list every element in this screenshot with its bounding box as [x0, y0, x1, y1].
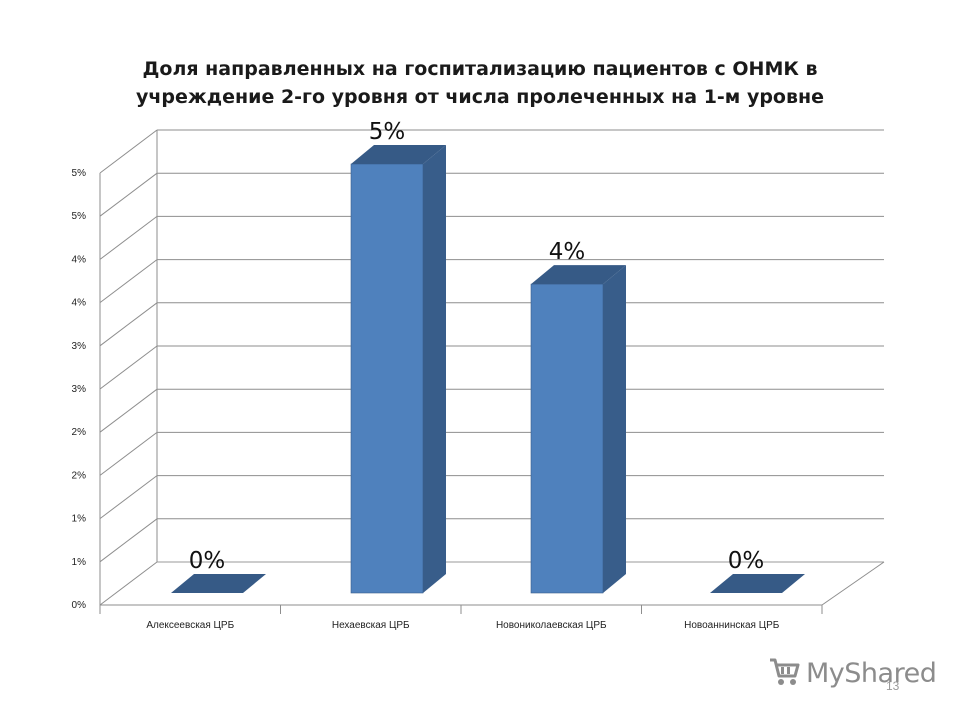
gridline-wall: [99, 475, 158, 519]
x-tick-label: Новоаннинская ЦРБ: [684, 620, 780, 631]
chart-title-line-1: Доля направленных на госпитализацию паци…: [142, 58, 818, 80]
y-tick-label: 4%: [72, 254, 87, 265]
bar: [171, 574, 266, 593]
y-tick-label: 2%: [72, 470, 87, 481]
bar-front: [350, 163, 424, 594]
y-tick-label: 2%: [72, 427, 87, 438]
data-label: 0%: [728, 548, 765, 574]
bar-side: [423, 145, 446, 593]
x-tick-label: Новониколаевская ЦРБ: [496, 620, 607, 631]
bar-top: [710, 574, 805, 593]
data-labels: 0% 5% 4% 0%: [189, 119, 765, 574]
gridline-wall: [99, 561, 158, 606]
gridline-wall: [99, 172, 158, 217]
y-tick-label: 1%: [72, 514, 87, 525]
x-axis-ticks: Алексеевская ЦРБ Нехаевская ЦРБ Новоникола…: [99, 605, 823, 631]
bar-top: [351, 145, 446, 164]
bar-front: [530, 283, 604, 594]
watermark-text: MyShared: [806, 657, 937, 689]
bar: [350, 145, 446, 594]
gridline-wall: [99, 129, 158, 174]
bar: [710, 574, 805, 593]
y-tick-label: 1%: [72, 557, 87, 568]
x-tick-label: Алексеевская ЦРБ: [146, 620, 234, 631]
bar-top: [171, 574, 266, 593]
gridline-wall: [99, 518, 158, 563]
floor-edge: [821, 561, 885, 606]
data-label: 0%: [189, 548, 226, 574]
bar-side: [603, 265, 626, 593]
y-tick-label: 0%: [72, 600, 87, 611]
y-tick-label: 3%: [72, 384, 87, 395]
bar: [530, 265, 626, 594]
y-tick-label: 3%: [72, 341, 87, 352]
data-label: 5%: [369, 119, 406, 145]
data-label: 4%: [549, 239, 586, 265]
bars: [171, 145, 805, 594]
slide-number: 13: [886, 679, 900, 693]
gridline-wall: [99, 259, 158, 303]
grid: [99, 129, 885, 606]
y-axis-ticks: 0% 1% 1% 2% 2% 3% 3% 4% 4% 5% 5%: [72, 168, 87, 611]
y-tick-label: 5%: [72, 168, 87, 179]
y-tick-label: 4%: [72, 298, 87, 309]
bar-top: [531, 265, 626, 285]
gridline-wall: [99, 345, 158, 390]
gridline-wall: [99, 432, 158, 476]
gridline-wall: [99, 216, 158, 260]
gridline-wall: [99, 302, 158, 347]
chart-title-line-2: учреждение 2-го уровня от числа пролечен…: [135, 86, 825, 108]
shopping-cart-icon: [768, 655, 802, 692]
gridline-wall: [99, 388, 158, 433]
x-tick-label: Нехаевская ЦРБ: [332, 620, 410, 631]
watermark: MyShared: [768, 655, 937, 692]
y-tick-label: 5%: [72, 211, 87, 222]
chart-title: Доля направленных на госпитализацию паци…: [100, 55, 860, 111]
